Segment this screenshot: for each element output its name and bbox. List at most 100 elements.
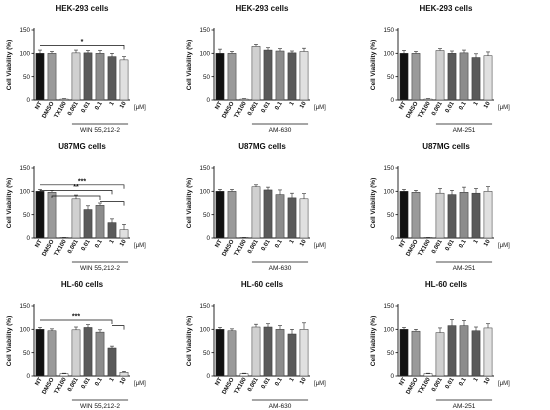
x-tick-label: 1 bbox=[473, 238, 480, 244]
y-tick-label: 100 bbox=[19, 189, 30, 196]
bar-DMSO bbox=[47, 192, 57, 239]
y-tick-label: 100 bbox=[383, 51, 394, 58]
y-tick-label: 0 bbox=[26, 97, 30, 104]
bar-0.001 bbox=[251, 46, 261, 101]
bar-1 bbox=[471, 57, 481, 101]
significance-bracket bbox=[51, 195, 101, 200]
x-tick-label: 0.1 bbox=[94, 376, 104, 387]
bar-1 bbox=[287, 52, 297, 101]
bar-TX100 bbox=[423, 373, 433, 377]
bar-0.001 bbox=[71, 329, 81, 377]
x-tick-label: 0.001 bbox=[247, 376, 260, 393]
x-tick-label: TX100 bbox=[54, 376, 68, 395]
y-tick-label: 50 bbox=[387, 212, 395, 219]
bar-0.01 bbox=[447, 53, 457, 101]
bar-DMSO bbox=[47, 53, 57, 101]
unit-label: [μM] bbox=[134, 105, 146, 111]
significance-bracket bbox=[40, 190, 113, 195]
x-tick-label: 0.01 bbox=[445, 100, 456, 114]
y-axis-label: Cell Viability (%) bbox=[6, 40, 13, 90]
x-tick-label: NT bbox=[215, 101, 224, 111]
x-tick-label: 0.01 bbox=[261, 100, 272, 114]
bar-DMSO bbox=[411, 330, 421, 377]
y-tick-label: 50 bbox=[387, 350, 395, 357]
bar-0.01 bbox=[83, 52, 93, 101]
bar-NT bbox=[215, 191, 225, 239]
chart-panel-3: HEK-293 cells Cell Viability (%) 0 50 100 150… bbox=[370, 4, 510, 134]
x-tick-label: NT bbox=[399, 239, 408, 249]
bar-TX100 bbox=[239, 98, 249, 101]
y-tick-label: 150 bbox=[199, 303, 210, 310]
unit-label: [μM] bbox=[498, 105, 510, 111]
treatment-label: AM-251 bbox=[453, 403, 476, 410]
x-tick-label: TX100 bbox=[234, 376, 248, 395]
bar-DMSO bbox=[227, 53, 237, 101]
y-tick-label: 50 bbox=[203, 74, 211, 81]
y-tick-label: 0 bbox=[206, 373, 210, 380]
y-axis-label: Cell Viability (%) bbox=[370, 178, 377, 228]
chart-title: U87MG cells bbox=[422, 142, 470, 151]
treatment-label: AM-630 bbox=[269, 127, 292, 134]
x-tick-label: NT bbox=[35, 239, 44, 249]
y-tick-label: 100 bbox=[199, 189, 210, 196]
bar-0.01 bbox=[263, 326, 273, 377]
y-tick-label: 0 bbox=[390, 373, 394, 380]
y-tick-label: 100 bbox=[19, 327, 30, 334]
x-tick-label: 0.001 bbox=[67, 238, 80, 255]
y-axis-label: Cell Viability (%) bbox=[370, 40, 377, 90]
chart-title: HL-60 cells bbox=[425, 280, 468, 289]
bar-0.01 bbox=[447, 325, 457, 377]
bar-NT bbox=[215, 329, 225, 377]
bar-10 bbox=[483, 191, 493, 239]
x-tick-label: 0.01 bbox=[261, 376, 272, 390]
x-tick-label: NT bbox=[399, 101, 408, 111]
y-tick-label: 150 bbox=[383, 27, 394, 34]
unit-label: [μM] bbox=[498, 243, 510, 249]
y-tick-label: 150 bbox=[199, 165, 210, 172]
significance-label: * bbox=[81, 39, 84, 46]
x-tick-label: 1 bbox=[289, 376, 296, 382]
x-tick-label: 0.1 bbox=[94, 238, 104, 249]
unit-label: [μM] bbox=[134, 381, 146, 387]
bar-0.1 bbox=[95, 205, 105, 239]
significance-bracket bbox=[40, 45, 125, 50]
bar-NT bbox=[399, 53, 409, 101]
bar-0.001 bbox=[435, 192, 445, 239]
y-tick-label: 100 bbox=[383, 327, 394, 334]
bar-0.01 bbox=[83, 327, 93, 377]
bar-10 bbox=[483, 55, 493, 101]
chart-title: HEK-293 cells bbox=[236, 4, 289, 13]
chart-panel-6: U87MG cells Cell Viability (%) 0 50 100 150 NT… bbox=[370, 142, 510, 272]
y-tick-label: 150 bbox=[19, 165, 30, 172]
chart-title: HEK-293 cells bbox=[420, 4, 473, 13]
y-tick-label: 50 bbox=[23, 74, 31, 81]
significance-label: ** bbox=[73, 184, 79, 191]
bar-10 bbox=[299, 329, 309, 377]
chart-panel-8: HL-60 cells Cell Viability (%) 0 50 100 150 NT… bbox=[186, 280, 326, 410]
x-tick-label: 1 bbox=[109, 376, 116, 382]
bar-0.1 bbox=[95, 331, 105, 377]
x-tick-label: TX100 bbox=[418, 238, 432, 257]
bar-1 bbox=[107, 56, 117, 101]
x-tick-label: 0.001 bbox=[247, 238, 260, 255]
bar-DMSO bbox=[47, 330, 57, 377]
y-tick-label: 0 bbox=[206, 235, 210, 242]
y-tick-label: 50 bbox=[23, 212, 31, 219]
treatment-label: AM-630 bbox=[269, 265, 292, 272]
x-tick-label: 0.01 bbox=[445, 376, 456, 390]
x-tick-label: NT bbox=[215, 239, 224, 249]
chart-title: HL-60 cells bbox=[61, 280, 104, 289]
bar-10 bbox=[299, 198, 309, 239]
x-tick-label: 1 bbox=[109, 238, 116, 244]
x-tick-label: TX100 bbox=[234, 100, 248, 119]
significance-label: *** bbox=[78, 178, 86, 185]
y-tick-label: 100 bbox=[383, 189, 394, 196]
treatment-label: AM-630 bbox=[269, 403, 292, 410]
treatment-label: AM-251 bbox=[453, 265, 476, 272]
x-tick-label: TX100 bbox=[418, 376, 432, 395]
bar-DMSO bbox=[227, 191, 237, 239]
significance-bracket bbox=[112, 325, 125, 330]
significance-bracket bbox=[100, 201, 125, 206]
bar-0.01 bbox=[83, 209, 93, 239]
